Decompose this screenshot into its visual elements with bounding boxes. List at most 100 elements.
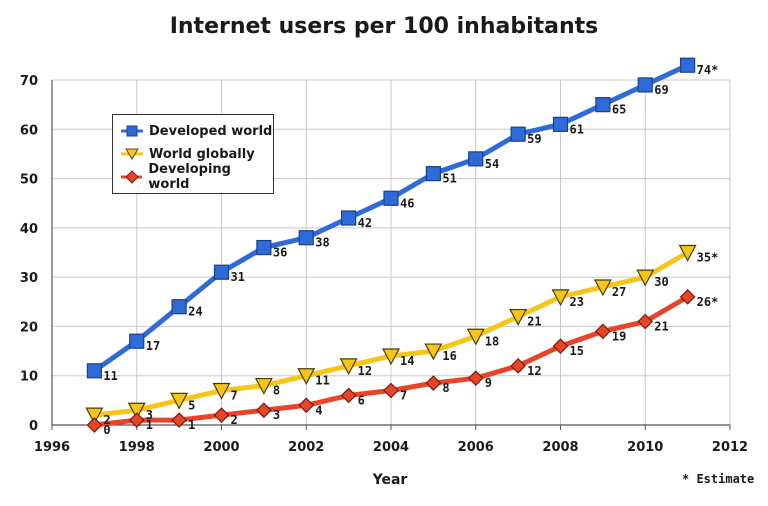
data-label-developing-world: 7 xyxy=(400,389,407,403)
y-tick-label: 70 xyxy=(20,74,38,89)
data-point-developing-world xyxy=(383,382,399,399)
data-point-developing-world xyxy=(86,417,103,433)
data-point-developing-world xyxy=(510,358,526,374)
data-label-world-globally: 5 xyxy=(188,398,195,412)
data-point-world-globally xyxy=(636,269,655,287)
data-point-world-globally xyxy=(382,348,400,366)
data-point-world-globally xyxy=(127,402,146,420)
data-point-developed-world xyxy=(298,230,314,246)
data-point-developed-world xyxy=(680,57,696,73)
legend-label-developed-world: Developed world xyxy=(149,123,273,139)
y-tick-label: 40 xyxy=(20,222,38,237)
data-point-world-globally xyxy=(339,358,358,376)
data-label-world-globally: 12 xyxy=(358,364,372,378)
data-point-world-globally xyxy=(297,368,316,385)
data-point-developing-world xyxy=(171,412,187,428)
data-point-developed-world xyxy=(171,299,187,315)
data-label-developed-world: 46 xyxy=(400,196,414,210)
data-point-developing-world xyxy=(467,370,484,387)
data-label-world-globally: 16 xyxy=(442,349,456,363)
data-label-world-globally: 35* xyxy=(697,251,719,265)
data-label-developed-world: 65 xyxy=(612,103,626,117)
x-tick-label: 2002 xyxy=(288,440,324,455)
data-point-developed-world xyxy=(425,166,441,182)
data-point-developed-world xyxy=(341,210,357,226)
data-label-developed-world: 31 xyxy=(231,270,245,284)
data-label-developing-world: 6 xyxy=(358,393,365,407)
data-label-developing-world: 1 xyxy=(146,418,153,432)
data-point-world-globally xyxy=(678,244,697,262)
data-label-developing-world: 19 xyxy=(612,329,626,343)
data-label-world-globally: 2 xyxy=(103,413,110,427)
legend-swatch-developed-world xyxy=(121,125,143,137)
legend: Developed world World globally Developin… xyxy=(112,114,274,194)
legend-label-developing-world: Developing world xyxy=(148,162,231,192)
data-label-developing-world: 12 xyxy=(527,364,541,378)
data-label-developing-world: 21 xyxy=(654,320,668,334)
y-tick-label: 0 xyxy=(29,419,38,434)
data-point-developing-world xyxy=(128,412,145,428)
data-label-developing-world: 26* xyxy=(697,295,719,309)
data-label-world-globally: 3 xyxy=(146,408,153,422)
data-label-developed-world: 36 xyxy=(273,246,287,260)
data-point-developed-world xyxy=(595,97,611,113)
data-point-world-globally xyxy=(509,308,528,326)
data-point-developed-world xyxy=(552,116,569,132)
x-tick-label: 2000 xyxy=(203,440,239,455)
data-point-developed-world xyxy=(510,126,526,142)
data-label-world-globally: 14 xyxy=(400,354,414,368)
data-point-developing-world xyxy=(425,375,442,391)
data-label-world-globally: 23 xyxy=(570,295,584,309)
data-point-developed-world xyxy=(637,77,653,93)
data-point-developed-world xyxy=(256,239,272,256)
x-tick-label: 2010 xyxy=(627,440,663,455)
y-tick-label: 50 xyxy=(20,173,38,188)
series-developing-world xyxy=(86,289,696,433)
x-tick-label: 2006 xyxy=(458,440,494,455)
legend-swatch-developing-world xyxy=(121,170,143,184)
data-point-developing-world xyxy=(298,397,315,414)
data-label-world-globally: 27 xyxy=(612,285,626,299)
data-point-world-globally xyxy=(170,392,189,410)
y-tick-label: 20 xyxy=(20,320,38,335)
data-label-developed-world: 17 xyxy=(146,339,160,353)
data-label-developing-world: 3 xyxy=(273,408,280,422)
data-point-developing-world xyxy=(256,402,272,419)
data-label-developed-world: 74* xyxy=(697,63,719,77)
data-point-developing-world xyxy=(552,338,569,354)
legend-item-developing-world: Developing world xyxy=(121,162,273,192)
data-point-world-globally xyxy=(85,407,104,425)
legend-item-world-globally: World globally xyxy=(121,144,255,164)
data-point-developed-world xyxy=(383,190,399,206)
data-label-developing-world: 15 xyxy=(570,344,584,358)
data-point-developed-world xyxy=(129,333,145,349)
data-label-world-globally: 21 xyxy=(527,315,541,329)
y-tick-label: 10 xyxy=(20,370,38,385)
data-point-world-globally xyxy=(254,377,273,395)
data-label-developed-world: 59 xyxy=(527,132,541,146)
data-label-developing-world: 8 xyxy=(442,381,449,395)
data-label-developed-world: 69 xyxy=(654,83,668,97)
y-tick-label: 60 xyxy=(20,123,38,138)
x-tick-label: 1996 xyxy=(34,440,70,455)
x-axis-label: Year xyxy=(372,472,408,488)
data-label-developed-world: 24 xyxy=(188,305,202,319)
data-point-developing-world xyxy=(637,313,654,330)
data-point-world-globally xyxy=(593,279,612,297)
data-point-developed-world xyxy=(213,264,230,280)
data-label-developing-world: 0 xyxy=(103,423,110,437)
data-label-world-globally: 7 xyxy=(231,389,238,403)
x-tick-label: 2012 xyxy=(712,440,748,455)
y-tick-label: 30 xyxy=(20,271,38,286)
data-point-developing-world xyxy=(679,289,696,305)
data-label-developed-world: 61 xyxy=(570,122,584,136)
data-label-developed-world: 54 xyxy=(485,157,499,171)
series-developed-world xyxy=(86,57,696,379)
data-point-developed-world xyxy=(468,151,484,167)
data-point-developed-world xyxy=(86,363,102,379)
x-tick-label: 1998 xyxy=(119,440,155,455)
data-label-developed-world: 38 xyxy=(315,236,329,250)
legend-label-world-globally: World globally xyxy=(149,146,255,162)
